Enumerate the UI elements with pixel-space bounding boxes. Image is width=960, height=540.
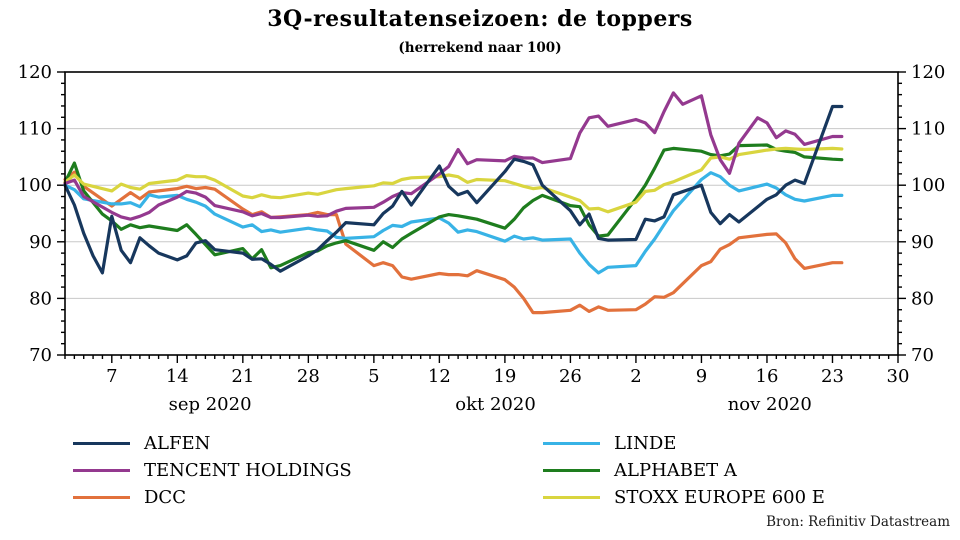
- y-axis-label-left: 90: [29, 232, 52, 253]
- x-axis-label: 16: [756, 366, 779, 387]
- chart-subtitle: (herrekend naar 100): [398, 40, 562, 56]
- legend-label: STOXX EUROPE 600 E: [614, 487, 825, 508]
- y-axis-label-left: 70: [29, 345, 52, 366]
- legend-column-left: ALFEN TENCENT HOLDINGS DCC: [73, 430, 352, 511]
- x-axis-label: 28: [297, 366, 320, 387]
- plot-border: [64, 71, 899, 356]
- legend-label: LINDE: [614, 433, 677, 454]
- legend-item-linde: LINDE: [543, 430, 825, 457]
- month-label: okt 2020: [455, 394, 536, 415]
- series-line-linde: [63, 171, 844, 275]
- legend-swatch: [73, 495, 130, 500]
- x-axis-label: 12: [428, 366, 451, 387]
- x-axis-label: 7: [106, 366, 117, 387]
- legend-swatch: [73, 468, 130, 473]
- series-lines: [63, 91, 844, 315]
- legend-item-stoxx-europe-600-e: STOXX EUROPE 600 E: [543, 484, 825, 511]
- y-axis-label-left: 100: [18, 175, 52, 196]
- legend-swatch: [73, 441, 130, 446]
- y-axis-label-right: 70: [911, 345, 934, 366]
- axis-labels: 70 70 80 80 90 90 100 100 110 110 120 120 7 14 21 28 5 12…: [18, 62, 946, 415]
- y-axis-label-right: 110: [911, 119, 945, 140]
- series-line-tencent-holdings: [63, 91, 844, 221]
- legend-label: DCC: [144, 487, 186, 508]
- axis-ticks: [57, 71, 906, 363]
- x-axis-label: 2: [630, 366, 641, 387]
- y-axis-label-right: 120: [911, 62, 945, 83]
- x-axis-label: 21: [231, 366, 254, 387]
- legend-item-alphabet-a: ALPHABET A: [543, 457, 825, 484]
- x-axis-label: 23: [821, 366, 844, 387]
- x-axis-label: 26: [559, 366, 582, 387]
- x-axis-label: 5: [368, 366, 379, 387]
- legend-item-alfen: ALFEN: [73, 430, 352, 457]
- y-axis-label-left: 120: [18, 62, 52, 83]
- y-axis-label-right: 90: [911, 232, 934, 253]
- legend-swatch: [543, 495, 600, 500]
- legend-column-right: LINDE ALPHABET A STOXX EUROPE 600 E: [543, 430, 825, 511]
- y-axis-label-left: 110: [18, 119, 52, 140]
- month-label: nov 2020: [728, 394, 812, 415]
- legend-item-dcc: DCC: [73, 484, 352, 511]
- series-line-alphabet-a: [63, 143, 844, 270]
- x-axis-label: 19: [493, 366, 516, 387]
- y-axis-label-right: 100: [911, 175, 945, 196]
- x-axis-label: 9: [696, 366, 707, 387]
- legend-label: ALFEN: [144, 433, 211, 454]
- chart-title: 3Q-resultatenseizoen: de toppers: [267, 6, 693, 32]
- legend-label: ALPHABET A: [614, 460, 737, 481]
- y-axis-label-left: 80: [29, 288, 52, 309]
- y-axis-label-right: 80: [911, 288, 934, 309]
- series-line-stoxx-europe-600-e: [63, 146, 844, 214]
- series-line-dcc: [63, 170, 844, 315]
- series-line-alfen: [63, 104, 844, 275]
- source-attribution: Bron: Refinitiv Datastream: [766, 514, 950, 530]
- legend-item-tencent-holdings: TENCENT HOLDINGS: [73, 457, 352, 484]
- legend-swatch: [543, 468, 600, 473]
- month-label: sep 2020: [169, 394, 252, 415]
- legend-label: TENCENT HOLDINGS: [144, 460, 352, 481]
- x-axis-label: 30: [887, 366, 910, 387]
- legend-swatch: [543, 441, 600, 446]
- x-axis-label: 14: [166, 366, 189, 387]
